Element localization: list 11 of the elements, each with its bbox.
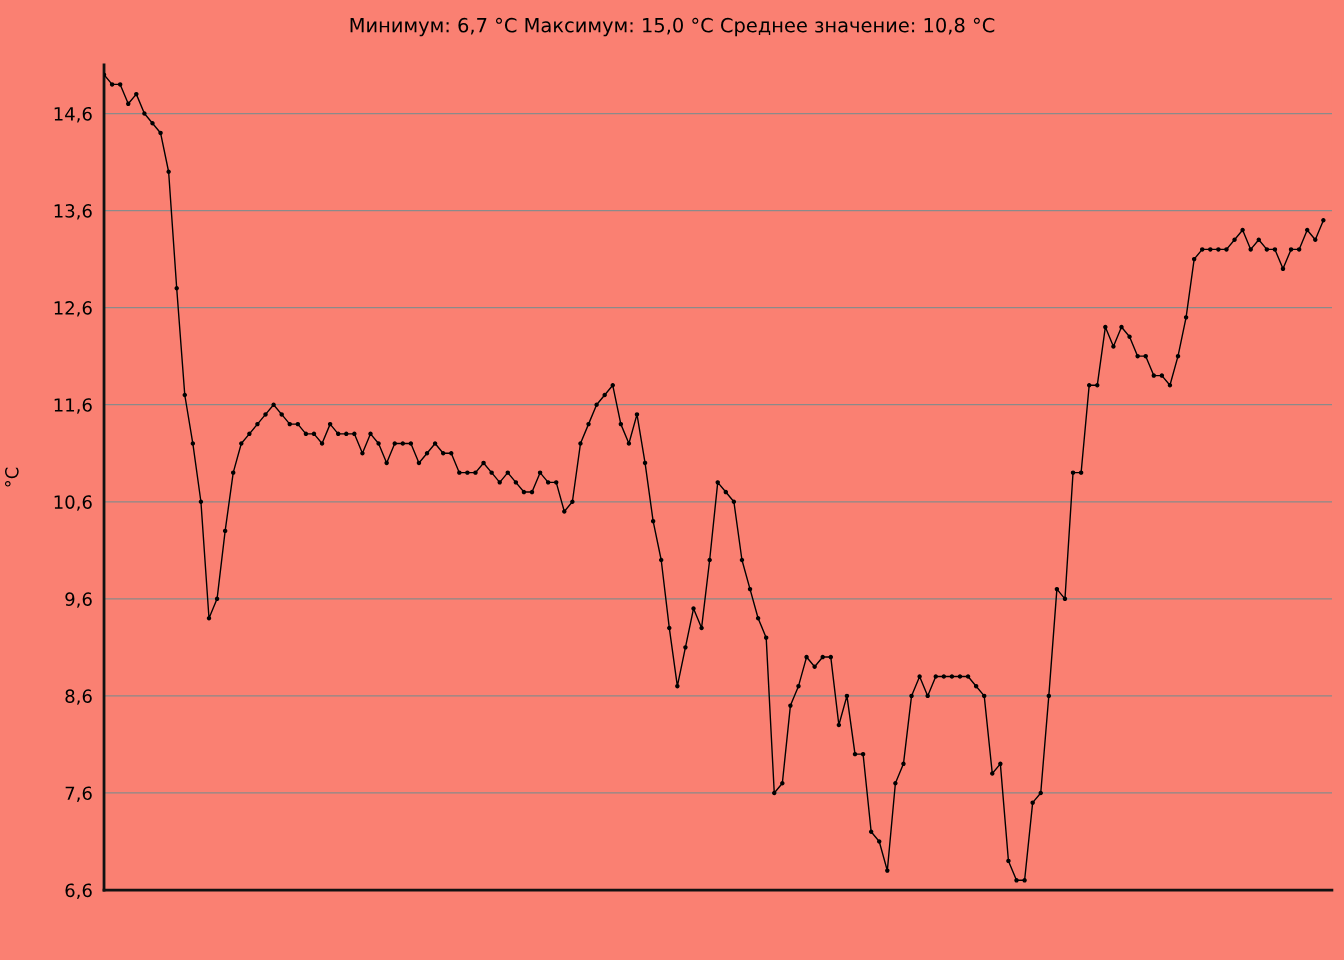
y-tick-label: 8,6 [65,689,92,705]
y-tick-label: 13,6 [54,204,92,220]
y-tick-label: 14,6 [54,106,92,123]
y-tick-label: 7,6 [65,786,92,802]
y-tick-label: 6,6 [65,883,92,899]
y-tick-label: 10,6 [54,495,92,511]
y-axis-title: °C [5,467,19,487]
chart-title: Минимум: 6,7 °C Максимум: 15,0 °C Среднее значение: 10,8 °C [350,17,995,37]
y-tick-label: 11,6 [54,398,92,414]
y-tick-label: 9,6 [65,592,92,608]
y-tick-label: 12,6 [54,301,92,317]
